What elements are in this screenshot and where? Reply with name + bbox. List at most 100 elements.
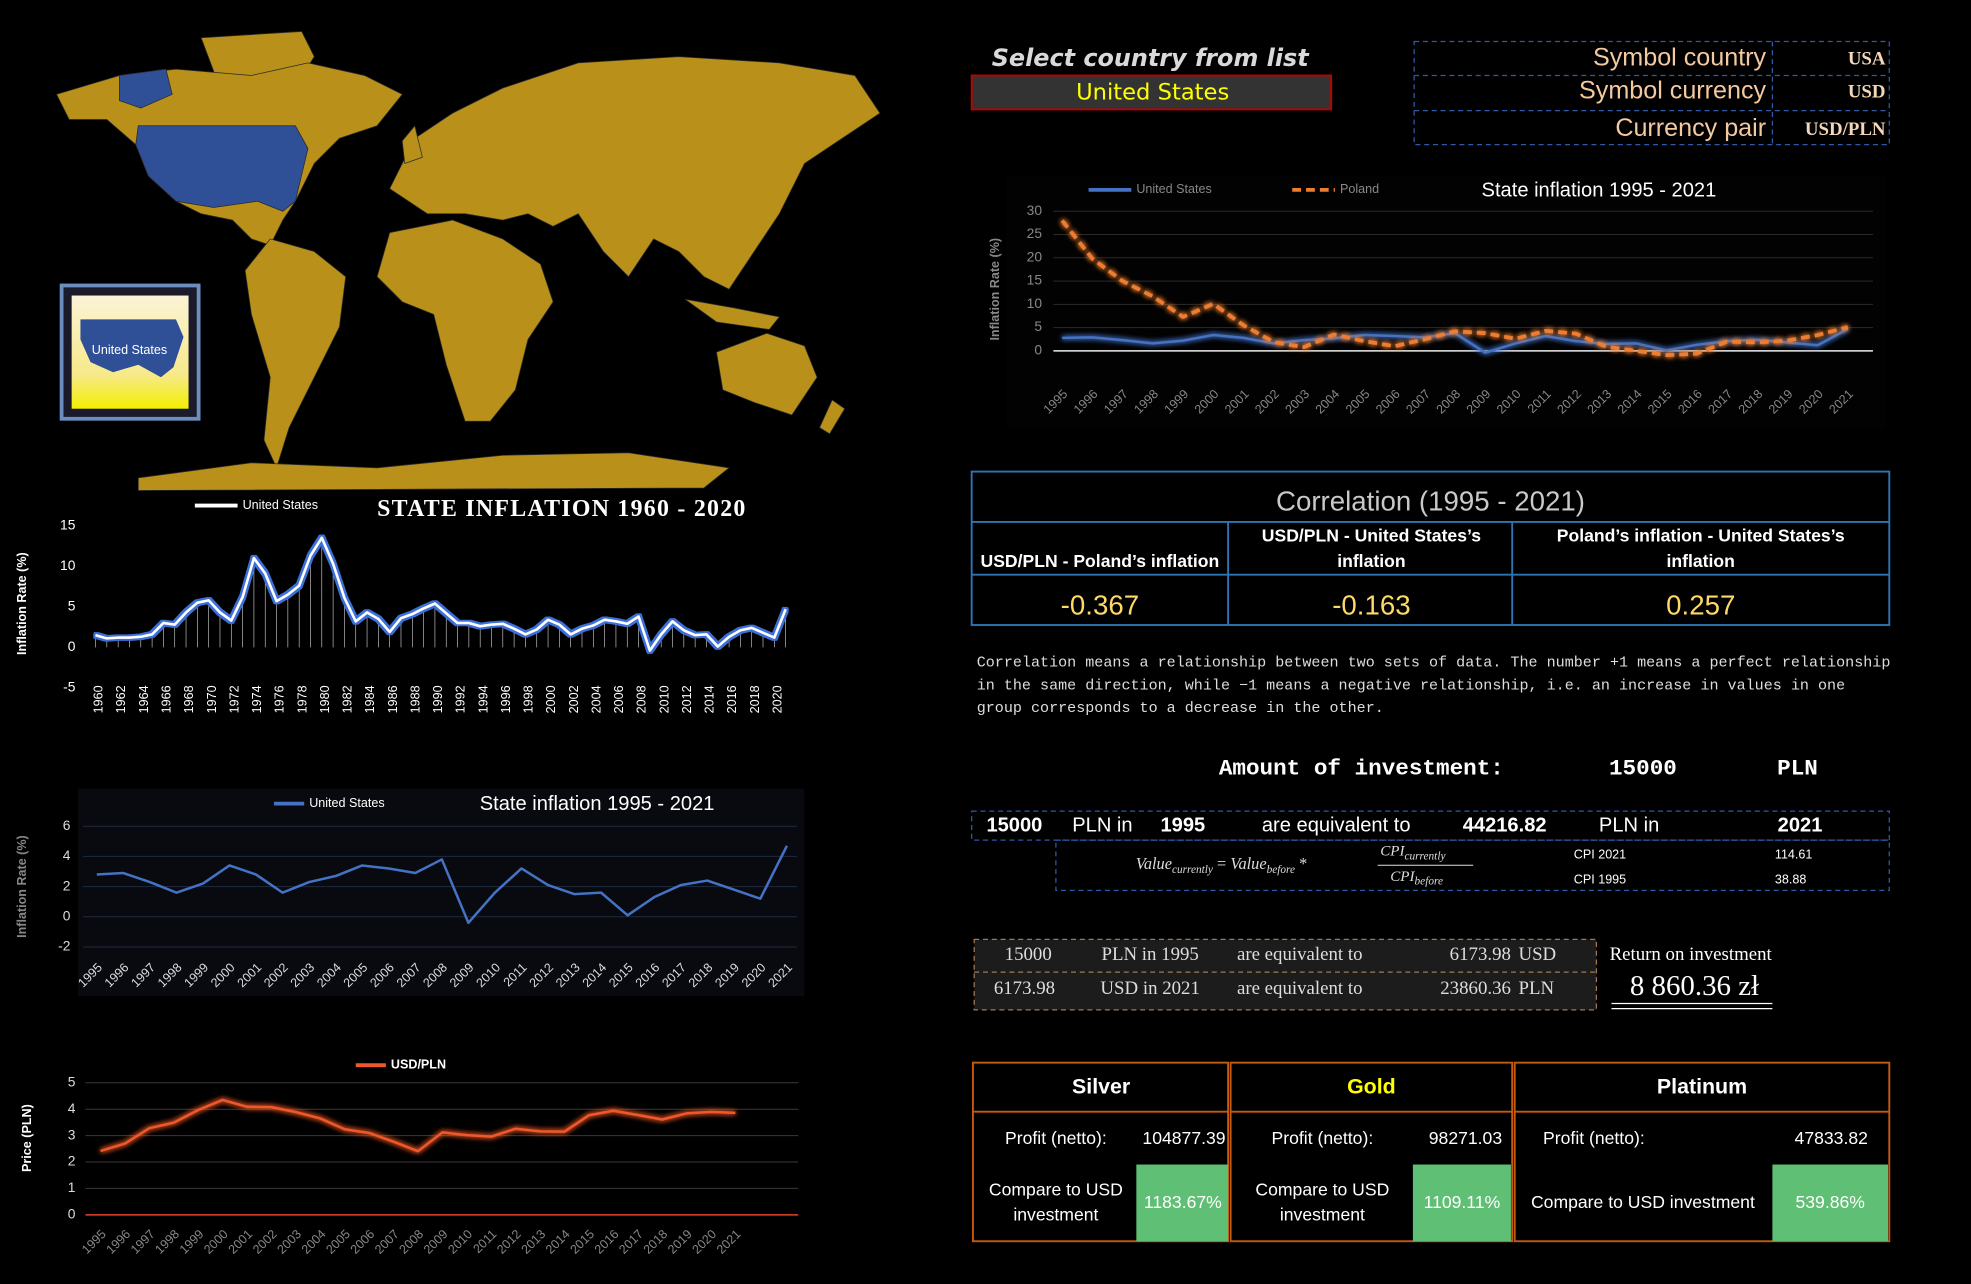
country-value[interactable]: United States: [1076, 80, 1229, 106]
chart-title: State inflation 1995 - 2021: [1482, 179, 1717, 201]
x-tick-label: 1984: [363, 685, 377, 713]
equivalence-cell: 2021: [1778, 815, 1823, 837]
x-tick-label: 2010: [445, 1227, 475, 1257]
formula-part: before: [1267, 864, 1295, 876]
symbol-label: Symbol currency: [1579, 76, 1766, 104]
x-tick-label: 1986: [386, 685, 400, 713]
conversion-cell: PLN in 1995: [1101, 944, 1198, 965]
y-tick-label: 5: [68, 597, 76, 613]
profit-value: 104877.39: [1142, 1128, 1225, 1148]
return-label: Return on investment: [1610, 944, 1773, 965]
legend-label: Poland: [1340, 182, 1379, 196]
x-tick-label: 1990: [431, 685, 445, 713]
series-line: [95, 536, 787, 652]
y-tick-label: 0: [68, 638, 76, 654]
note-line: group corresponds to a decrease in the o…: [977, 699, 1384, 717]
x-tick-label: 2004: [299, 1227, 329, 1257]
x-tick-label: 1994: [476, 685, 490, 713]
conversion-cell: USD: [1518, 944, 1556, 965]
correlation-value: -0.163: [1332, 590, 1410, 621]
x-tick-label: 2006: [612, 685, 626, 713]
x-tick-label: 1960: [92, 685, 106, 713]
y-tick-label: 2: [63, 877, 71, 893]
x-tick-label: 2021: [714, 1227, 744, 1257]
country-select[interactable]: [970, 74, 1333, 111]
equivalence-cell: 44216.82: [1463, 815, 1547, 837]
conversion-box: [973, 938, 1598, 1011]
series-line: [100, 1098, 736, 1153]
x-tick-label: 2005: [323, 1227, 353, 1257]
y-tick-label: 3: [68, 1126, 76, 1142]
x-tick-label: 1998: [152, 1227, 182, 1257]
x-tick-label: 1996: [499, 685, 513, 713]
x-tick-label: 1968: [182, 685, 196, 713]
x-tick-label: 2000: [201, 1227, 231, 1257]
metal-name: Platinum: [1657, 1074, 1747, 1098]
equivalence-cell: 1995: [1160, 815, 1205, 837]
compare-label: Compare to USD: [1255, 1180, 1389, 1200]
formula-part: CPI: [1380, 844, 1405, 860]
x-tick-label: 1962: [114, 685, 128, 713]
correlation-header: inflation: [1337, 551, 1405, 571]
profit-value: 98271.03: [1429, 1128, 1503, 1148]
x-tick-label: 1974: [250, 685, 264, 713]
x-tick-label: 2004: [589, 685, 603, 713]
x-tick-label: 2008: [635, 685, 649, 713]
y-tick-label: 25: [1027, 225, 1043, 241]
profit-value: 47833.82: [1795, 1128, 1868, 1148]
conversion-cell: 6173.98: [994, 978, 1055, 999]
world-map: [56, 31, 881, 491]
y-tick-label: 10: [1027, 295, 1043, 311]
y-tick-label: 15: [1027, 272, 1043, 288]
compare-value: 1109.11%: [1424, 1192, 1501, 1212]
equivalence-cell: are equivalent to: [1262, 815, 1411, 837]
x-tick-label: 2012: [494, 1227, 524, 1257]
correlation-value: -0.367: [1061, 590, 1139, 621]
y-tick-label: 0: [1034, 342, 1042, 358]
formula-part: Value: [1230, 854, 1266, 873]
symbol-value: USA: [1848, 49, 1886, 70]
x-tick-label: 1999: [177, 1227, 207, 1257]
formula-part: CPI: [1390, 869, 1415, 885]
formula-lhs: Valuecurrently = Valuebefore *: [1136, 854, 1308, 876]
y-tick-label: 15: [60, 516, 76, 532]
x-tick-label: 1978: [295, 685, 309, 713]
series-line: [1060, 219, 1849, 357]
y-axis-label: Inflation Rate (%): [15, 835, 29, 938]
x-tick-label: 1966: [160, 685, 174, 713]
legend-label: United States: [309, 796, 384, 810]
formula: Valuecurrently = Valuebefore * CPI curren…: [1136, 844, 1474, 887]
x-tick-label: 2020: [690, 1227, 720, 1257]
formula-part: *: [1295, 854, 1307, 873]
formula-part: Value: [1136, 854, 1172, 873]
x-tick-label: 1997: [128, 1227, 158, 1257]
conversion-cell: are equivalent to: [1237, 944, 1363, 965]
correlation-value: 0.257: [1666, 590, 1735, 621]
correlation-header: USD/PLN - Poland’s inflation: [981, 551, 1220, 571]
y-axis-label: Price (PLN): [20, 1104, 34, 1172]
x-tick-label: 1980: [318, 685, 332, 713]
x-tick-label: 2000: [544, 685, 558, 713]
x-tick-label: 2015: [567, 1227, 597, 1257]
equivalence-cell: PLN in: [1072, 815, 1132, 837]
y-tick-label: 5: [68, 1073, 76, 1089]
conversion-cell: PLN: [1518, 978, 1554, 999]
x-tick-label: 2010: [657, 685, 671, 713]
note-line: Correlation means a relationship between…: [977, 654, 1891, 672]
symbols-table: [1413, 40, 1890, 146]
y-tick-label: -2: [58, 938, 70, 954]
x-tick-label: 2006: [348, 1227, 378, 1257]
x-tick-label: 2002: [567, 685, 581, 713]
y-tick-label: 2: [68, 1153, 76, 1169]
formula-part: currently: [1172, 864, 1214, 876]
y-tick-label: 0: [63, 907, 71, 923]
chart-bg: [1005, 176, 1886, 428]
x-tick-label: 2017: [616, 1227, 646, 1257]
investment-amount[interactable]: 15000: [1609, 755, 1677, 781]
y-tick-label: 30: [1027, 202, 1043, 218]
compare-label: investment: [1013, 1205, 1098, 1225]
x-tick-label: 2008: [397, 1227, 427, 1257]
y-tick-label: 5: [1034, 318, 1042, 334]
x-tick-label: 2014: [703, 685, 717, 713]
equivalence-cell: 15000: [986, 815, 1042, 837]
